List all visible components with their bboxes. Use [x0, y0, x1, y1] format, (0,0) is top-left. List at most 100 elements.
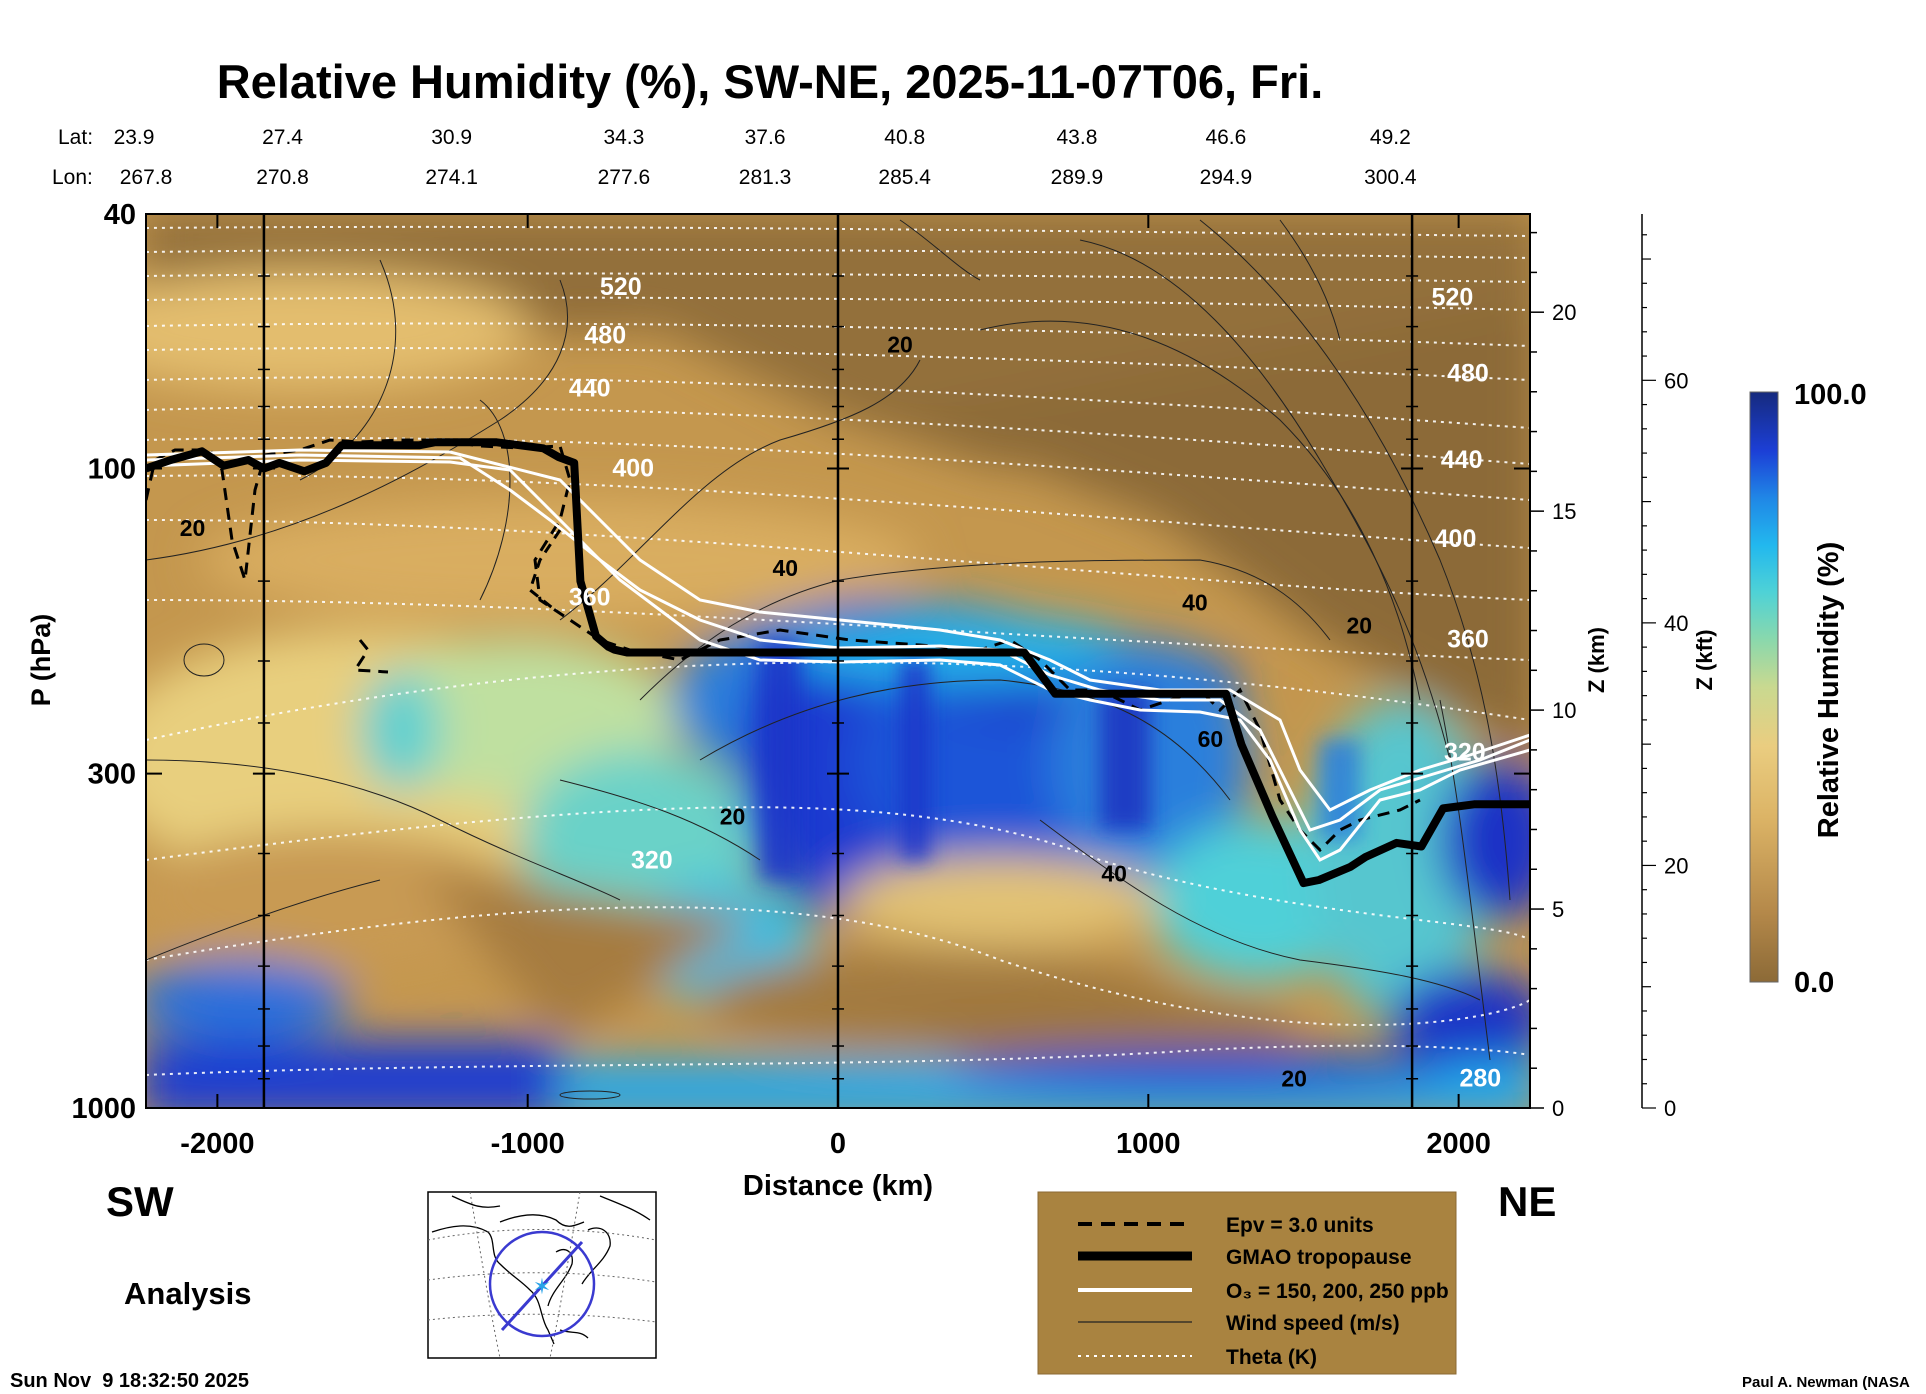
y-tick-label: 300: [88, 759, 136, 791]
lon-value: 274.1: [425, 166, 478, 189]
reference-vertical-lines: [252, 213, 1424, 1109]
z-km-tick-label: 5: [1552, 897, 1564, 922]
lon-value: 267.8: [120, 166, 173, 189]
z-km-tick-label: 10: [1552, 698, 1576, 723]
lon-value: 289.9: [1051, 166, 1104, 189]
theta-label: 280: [1459, 1065, 1501, 1093]
lat-value: 43.8: [1057, 126, 1098, 149]
theta-label: 520: [600, 273, 642, 301]
wind-speed-contours: [146, 219, 1511, 1100]
gmao-tropopause-line: [146, 438, 1530, 888]
y-tick-label: 1000: [71, 1093, 136, 1125]
wind-label: 20: [180, 515, 206, 541]
wind-label: 40: [772, 555, 798, 581]
z-kft-tick-label: 20: [1664, 853, 1688, 878]
wind-label: 60: [1198, 726, 1224, 752]
lon-value: 270.8: [256, 166, 309, 189]
lon-value: 294.9: [1200, 166, 1253, 189]
graticule: [427, 1191, 657, 1359]
z-kft-tick-label: 40: [1664, 611, 1688, 636]
credit: Paul A. Newman (NASA: [1742, 1374, 1910, 1391]
z-km-tick-label: 15: [1552, 499, 1576, 524]
colorbar-min-label: 0.0: [1794, 967, 1834, 999]
latlon-header: Lat: Lon: 23.9 27.4 30.9 34.3 37.6 40.8 43.8 46…: [52, 126, 1417, 189]
colorbar: 100.0 0.0 Relative Humidity (%): [1749, 379, 1867, 999]
lat-value: 30.9: [431, 126, 472, 149]
lat-value: 27.4: [262, 126, 303, 149]
chart-title: Relative Humidity (%), SW-NE, 2025-11-07…: [217, 55, 1324, 108]
z-km-axis-label: Z (km): [1584, 627, 1609, 693]
theta-labels: 520 480 440 400 360 320 280 520 480 440 400 360 320: [569, 273, 1501, 1093]
y-axis-label: P (hPa): [26, 614, 56, 707]
x-tick-label: 0: [830, 1128, 846, 1160]
lon-value: 300.4: [1364, 166, 1417, 189]
theta-label: 480: [1447, 359, 1489, 387]
inset-map: ✶: [427, 1191, 657, 1359]
x-tick-label: -2000: [180, 1128, 254, 1160]
wind-labels: 20 20 40 40 20 60 20 40 20: [180, 332, 1372, 1092]
colorbar-title: Relative Humidity (%): [1813, 542, 1845, 839]
theta-contours: [146, 225, 1530, 1076]
z-km-tick-label: 20: [1552, 300, 1576, 325]
x-tick-label: -1000: [491, 1128, 565, 1160]
analysis-label: Analysis: [124, 1276, 252, 1311]
theta-label: 360: [1447, 625, 1489, 653]
legend-item-wind: Wind speed (m/s): [1226, 1312, 1400, 1335]
z-km-axis: 0 5 10 15 20: [1529, 214, 1576, 1121]
legend-item-theta: Theta (K): [1226, 1346, 1317, 1369]
theta-label: 440: [1441, 446, 1483, 474]
range-circle: [488, 1230, 596, 1338]
humidity-field: [146, 214, 1530, 1108]
cross-section-track: [500, 1240, 584, 1332]
epv-contour-3: [528, 529, 562, 612]
wind-label: 20: [887, 332, 913, 358]
x-axis-label: Distance (km): [743, 1170, 933, 1202]
theta-label: 400: [1435, 525, 1477, 553]
x-tick-label: 2000: [1426, 1128, 1491, 1160]
lon-value: 277.6: [598, 166, 651, 189]
lat-label: Lat:: [58, 126, 93, 149]
legend: Epv = 3.0 units GMAO tropopause O₃ = 150…: [1037, 1191, 1457, 1375]
timestamp: Sun Nov 9 18:32:50 2025: [10, 1370, 249, 1392]
theta-label: 360: [569, 583, 611, 611]
theta-label: 480: [584, 322, 626, 350]
epv-contour-2: [352, 639, 389, 674]
z-kft-tick-label: 0: [1664, 1096, 1676, 1121]
legend-item-epv: Epv = 3.0 units: [1226, 1214, 1374, 1237]
coastline-outline: [431, 1195, 651, 1345]
theta-label: 320: [1444, 738, 1486, 766]
theta-label: 440: [569, 375, 611, 403]
x-axis: -2000 -1000 0 1000 2000: [180, 214, 1491, 1160]
z-kft-tick-label: 60: [1664, 368, 1688, 393]
z-km-tick-label: 0: [1552, 1096, 1564, 1121]
lon-value: 285.4: [878, 166, 931, 189]
lon-label: Lon:: [52, 166, 93, 189]
ne-label: NE: [1498, 1178, 1556, 1225]
legend-item-ozone: O₃ = 150, 200, 250 ppb: [1226, 1280, 1449, 1303]
theta-label: 520: [1432, 283, 1474, 311]
wind-label: 20: [720, 803, 746, 829]
colorbar-max-label: 100.0: [1794, 379, 1867, 411]
sw-label: SW: [106, 1178, 174, 1225]
lat-value: 23.9: [114, 126, 155, 149]
wind-label: 20: [1281, 1066, 1307, 1092]
lat-value: 46.6: [1205, 126, 1246, 149]
wind-label: 40: [1182, 589, 1208, 615]
wind-label: 20: [1347, 612, 1373, 638]
y-tick-label: 100: [88, 453, 136, 485]
y-tick-label: 40: [104, 199, 136, 231]
lat-value: 34.3: [603, 126, 644, 149]
y-axis: 40 100 300 1000: [71, 199, 1530, 1125]
center-star-icon: ✶: [533, 1274, 551, 1299]
lat-value: 40.8: [884, 126, 925, 149]
theta-label: 400: [612, 454, 654, 482]
theta-label: 320: [631, 846, 673, 874]
z-kft-axis-label: Z (kft): [1692, 629, 1717, 690]
colorbar-gradient: [1749, 391, 1779, 983]
x-tick-label: 1000: [1116, 1128, 1181, 1160]
z-kft-axis: 0 20 40 60: [1641, 214, 1688, 1121]
lon-value: 281.3: [739, 166, 792, 189]
lat-value: 49.2: [1370, 126, 1411, 149]
lat-value: 37.6: [745, 126, 786, 149]
